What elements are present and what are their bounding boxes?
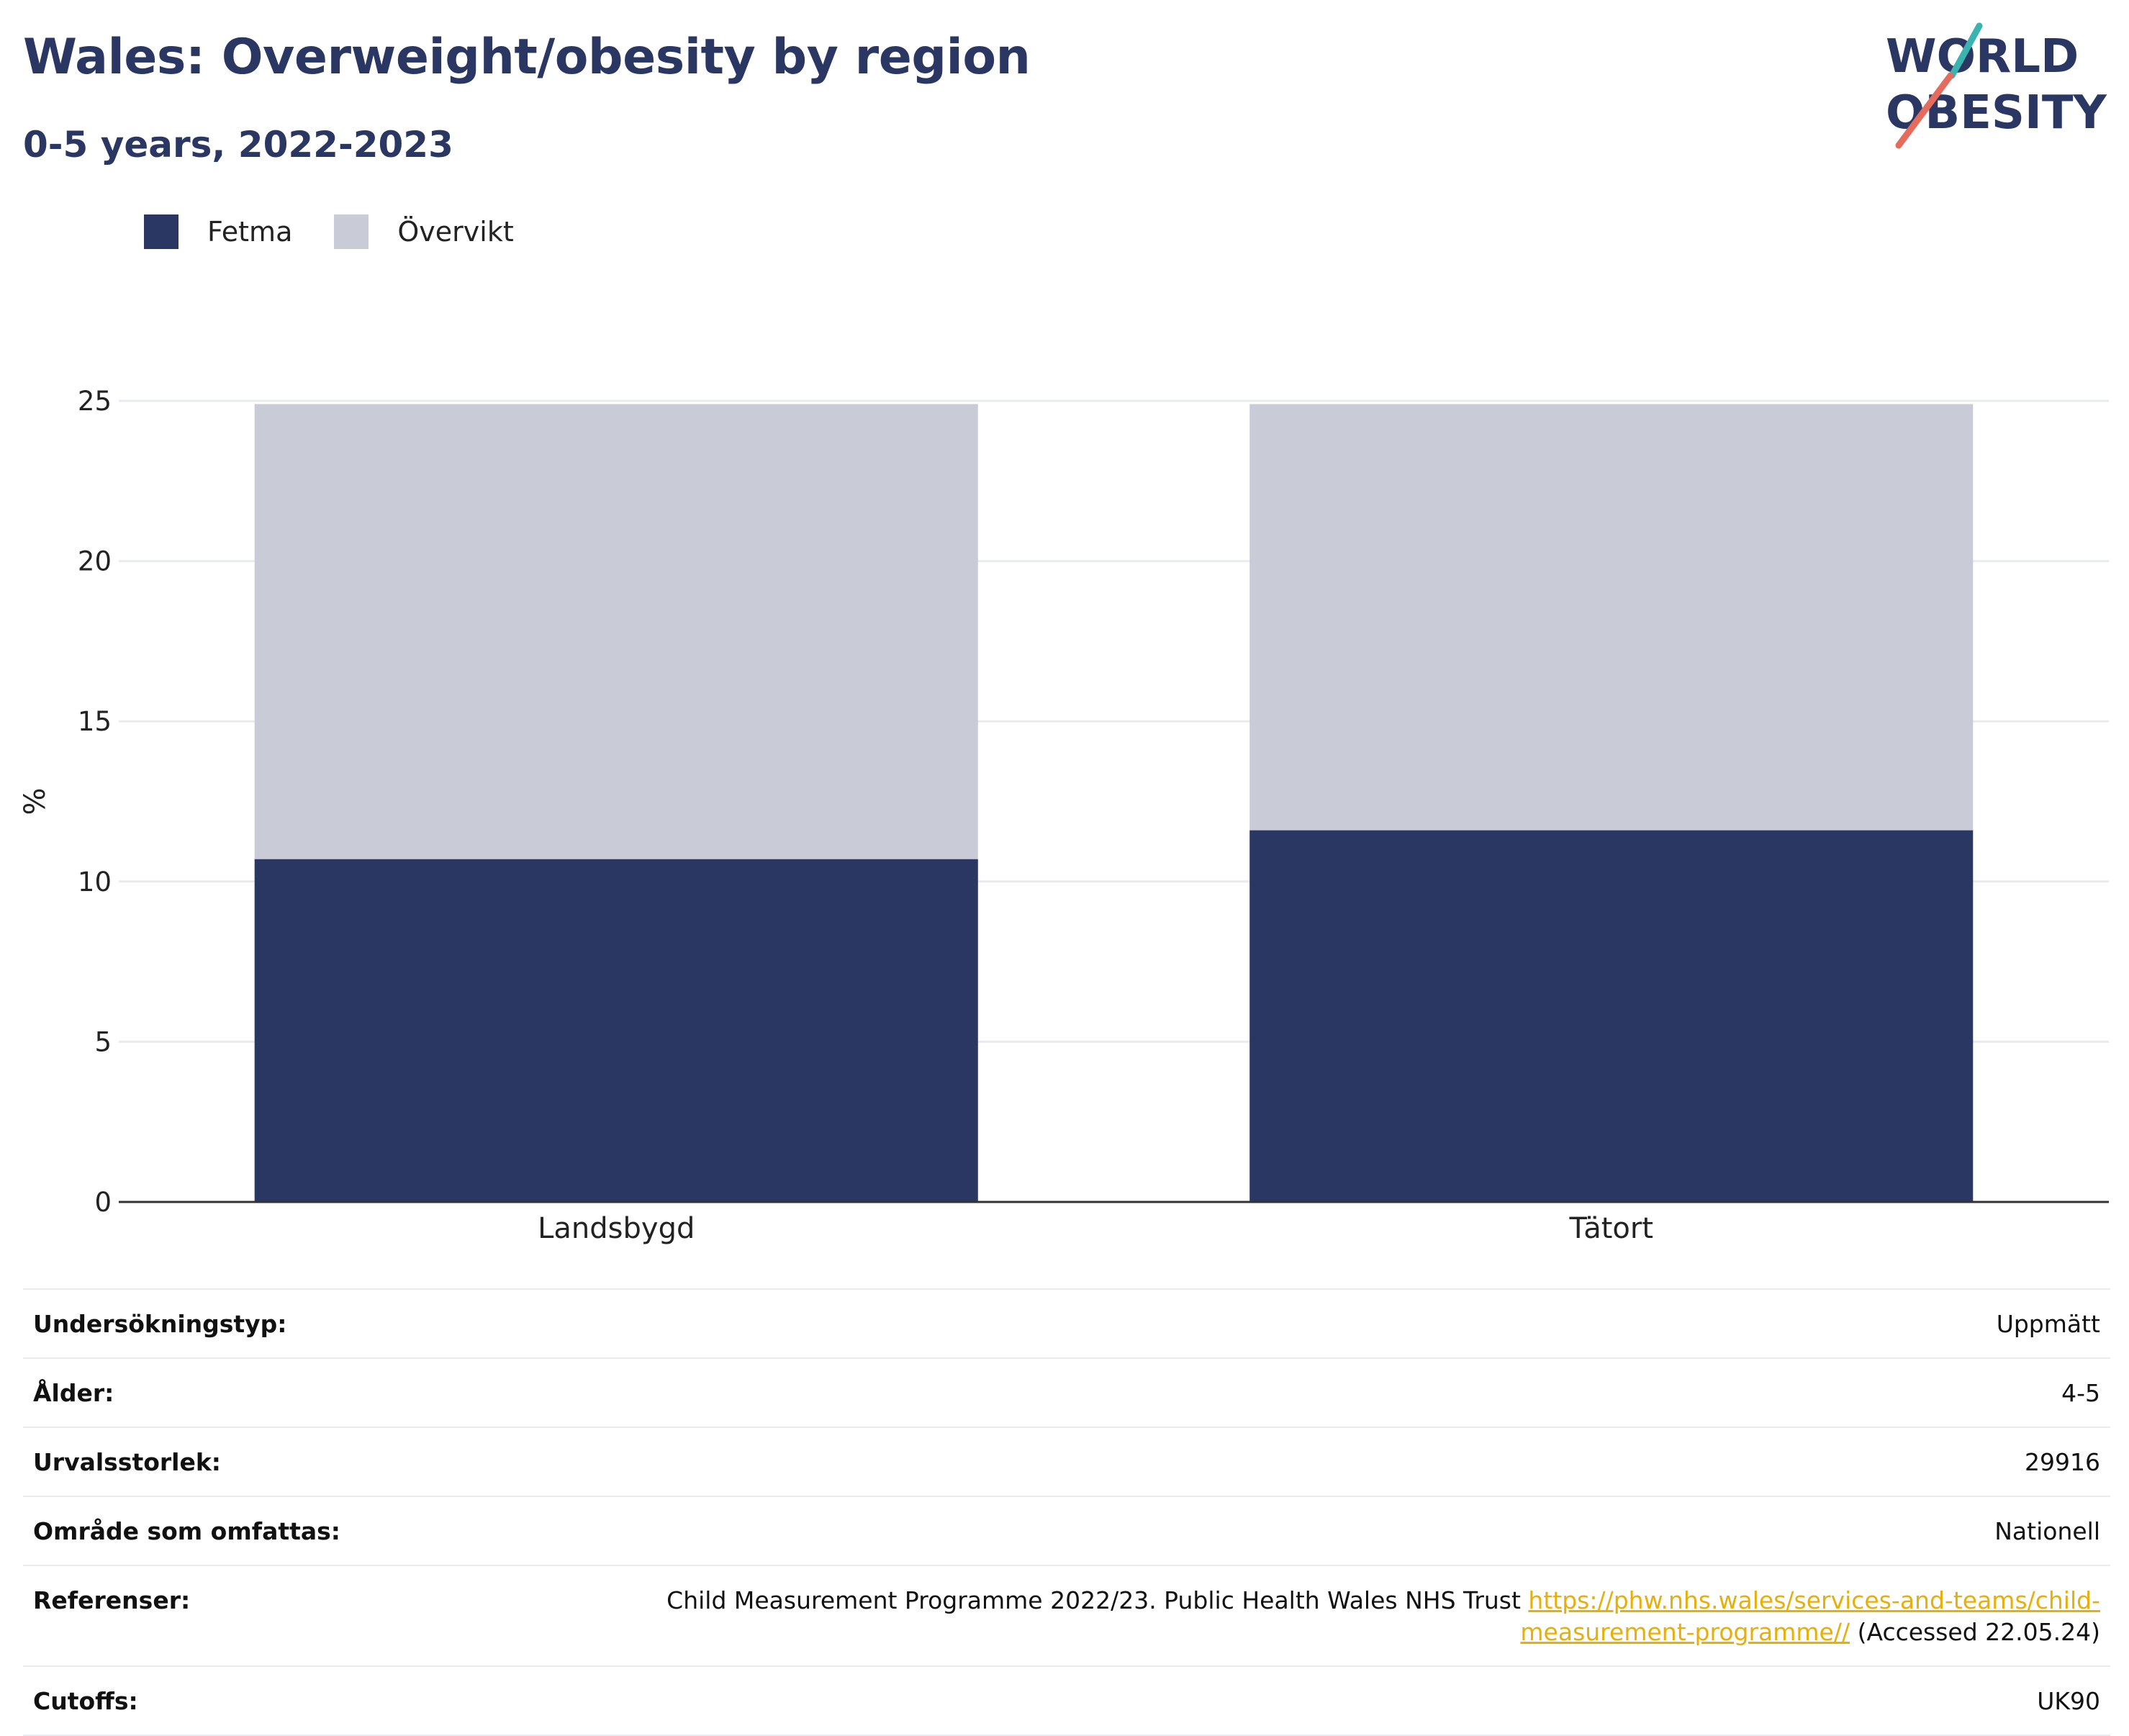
reference-text: Child Measurement Programme 2022/23. Pub… bbox=[666, 1586, 1529, 1614]
meta-value: UK90 bbox=[2037, 1687, 2100, 1715]
metadata-table: Undersökningstyp: Uppmätt Ålder: 4-5 Urv… bbox=[23, 1288, 2110, 1736]
meta-key: Urvalsstorlek: bbox=[33, 1448, 222, 1476]
meta-row-area-covered: Område som omfattas: Nationell bbox=[23, 1496, 2110, 1565]
meta-row-sample-size: Urvalsstorlek: 29916 bbox=[23, 1427, 2110, 1496]
meta-key: Referenser: bbox=[33, 1586, 191, 1614]
meta-row-references: Referenser: Child Measurement Programme … bbox=[23, 1565, 2110, 1666]
legend-swatch-overvikt bbox=[334, 214, 369, 249]
meta-key: Ålder: bbox=[33, 1379, 114, 1407]
meta-value: 4-5 bbox=[2061, 1379, 2100, 1407]
meta-key: Cutoffs: bbox=[33, 1687, 138, 1715]
y-tick-label: 5 bbox=[94, 1026, 112, 1057]
y-tick-label: 0 bbox=[94, 1187, 112, 1218]
x-tick-label: Landsbygd bbox=[538, 1212, 695, 1245]
meta-key: Undersökningstyp: bbox=[33, 1310, 287, 1338]
meta-value: Uppmätt bbox=[1996, 1310, 2100, 1338]
legend-label-fetma: Fetma bbox=[207, 216, 293, 248]
y-tick-label: 15 bbox=[78, 706, 112, 737]
chart-subtitle: 0-5 years, 2022-2023 bbox=[23, 124, 453, 166]
y-tick-label: 10 bbox=[78, 867, 112, 898]
logo-slash-teal bbox=[1948, 22, 1983, 79]
chart-title: Wales: Overweight/obesity by region bbox=[23, 29, 1031, 86]
y-tick-label: 20 bbox=[78, 546, 112, 577]
logo-slash-coral bbox=[1895, 72, 1954, 149]
y-axis-label: % bbox=[19, 787, 52, 815]
meta-row-survey-type: Undersökningstyp: Uppmätt bbox=[23, 1289, 2110, 1358]
logo-text-world: WORLD bbox=[1886, 30, 2079, 83]
world-obesity-logo: WORLD OBESITY bbox=[1886, 22, 2107, 149]
reference-accessed: (Accessed 22.05.24) bbox=[1850, 1618, 2100, 1646]
x-tick-label: Tätort bbox=[1568, 1212, 1653, 1245]
meta-row-cutoffs: Cutoffs: UK90 bbox=[23, 1666, 2110, 1735]
legend-item-fetma[interactable]: Fetma bbox=[144, 214, 292, 249]
y-tick-label: 25 bbox=[78, 386, 112, 417]
meta-value: 29916 bbox=[2025, 1448, 2100, 1476]
chart-legend: Fetma Övervikt bbox=[144, 214, 556, 249]
meta-row-age: Ålder: 4-5 bbox=[23, 1358, 2110, 1427]
legend-item-overvikt[interactable]: Övervikt bbox=[334, 214, 514, 249]
bar-overvikt bbox=[1249, 404, 1974, 831]
bar-overvikt bbox=[254, 404, 978, 859]
legend-label-overvikt: Övervikt bbox=[397, 216, 514, 248]
meta-key: Område som omfattas: bbox=[33, 1517, 341, 1545]
meta-value: Child Measurement Programme 2022/23. Pub… bbox=[547, 1565, 2110, 1666]
meta-value: Nationell bbox=[1994, 1517, 2100, 1545]
stacked-bar-chart: 0 5 10 15 20 25% Landsbygd Tätort bbox=[19, 386, 2109, 1245]
reference-link[interactable]: https://phw.nhs.wales/services-and-teams… bbox=[1520, 1586, 2100, 1646]
bar-fetma bbox=[254, 859, 978, 1202]
bar-fetma bbox=[1249, 830, 1974, 1202]
legend-swatch-fetma bbox=[144, 214, 178, 249]
